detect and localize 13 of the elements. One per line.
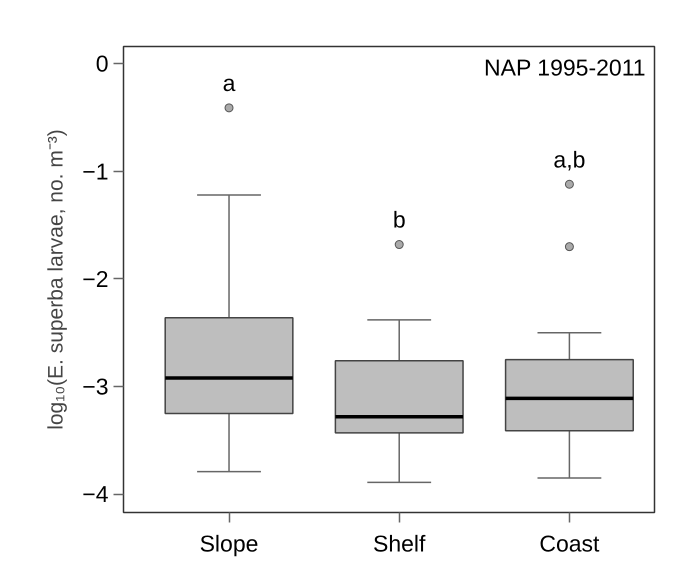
annotation: a bbox=[222, 70, 236, 96]
y-tick-label: −4 bbox=[82, 481, 109, 508]
y-axis-title: log₁₀(E. superba larvae, no. m⁻³) bbox=[44, 129, 68, 430]
y-tick-label: −2 bbox=[82, 266, 109, 292]
x-tick-label: Slope bbox=[200, 530, 258, 556]
x-tick-label: Shelf bbox=[373, 530, 426, 556]
annotation: b bbox=[392, 206, 406, 233]
annotation: NAP 1995-2011 bbox=[484, 54, 646, 80]
x-tick-label: Coast bbox=[539, 530, 600, 556]
y-tick-label: 0 bbox=[96, 50, 109, 77]
y-tick-label: −3 bbox=[82, 374, 109, 400]
annotation: a,b bbox=[553, 146, 586, 172]
y-tick-label: −1 bbox=[82, 158, 109, 184]
